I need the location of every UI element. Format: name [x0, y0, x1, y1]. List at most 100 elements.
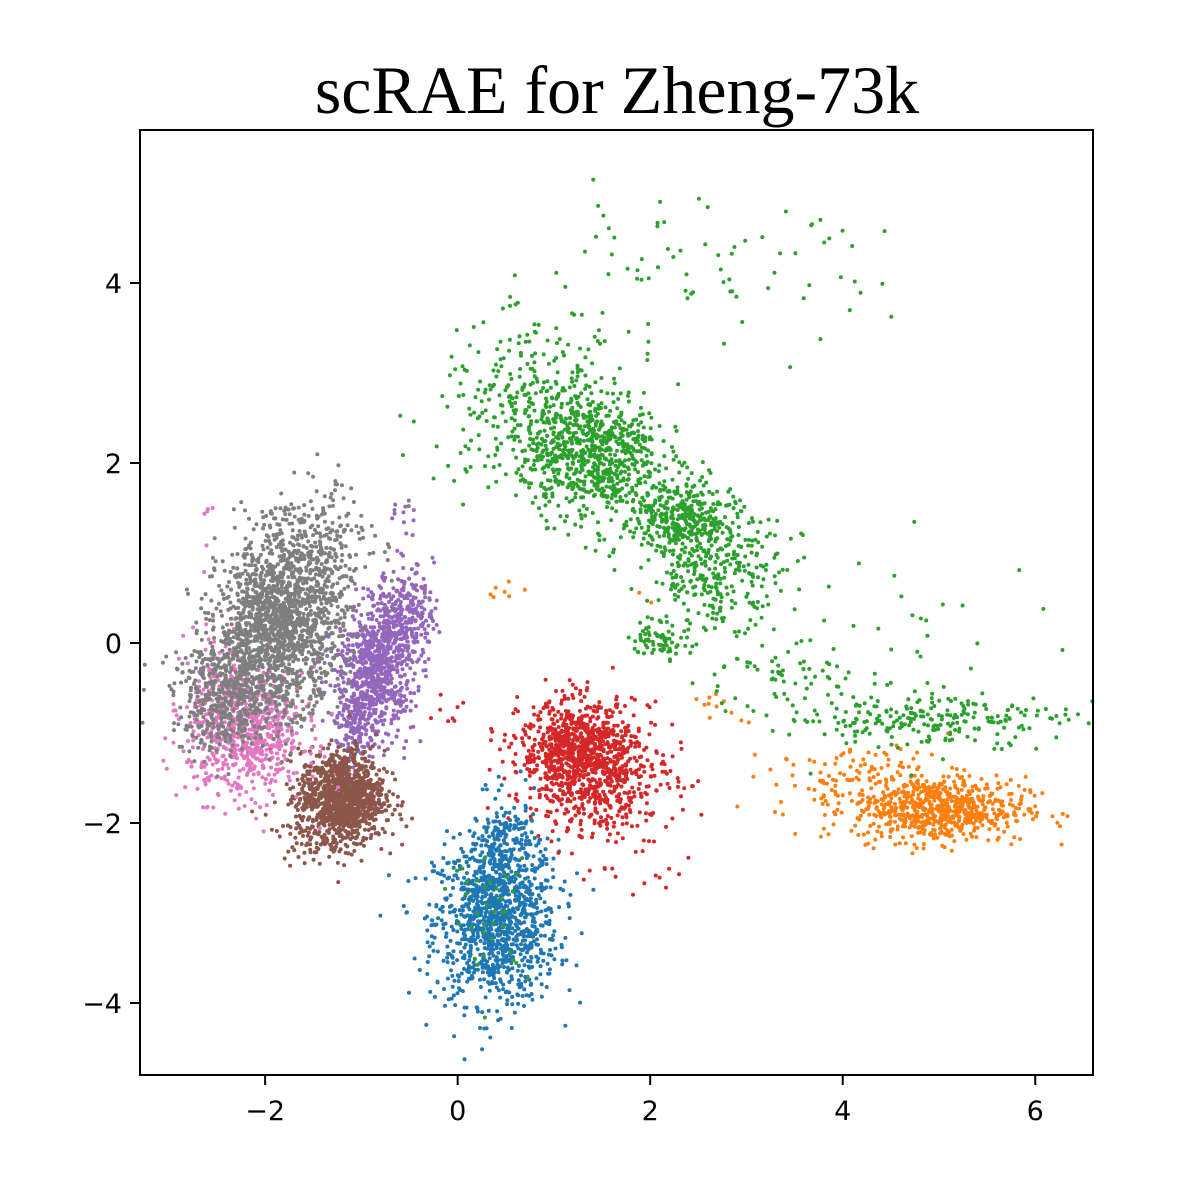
data-point [972, 828, 977, 833]
data-point [657, 534, 662, 539]
data-point [506, 862, 511, 867]
data-point [504, 989, 509, 994]
data-point [912, 519, 917, 524]
data-point [495, 814, 500, 819]
data-point [1035, 708, 1040, 713]
data-point [528, 795, 533, 800]
data-point [456, 921, 461, 926]
data-point [719, 701, 724, 706]
data-point [632, 530, 637, 535]
data-point [707, 529, 712, 534]
data-point [585, 397, 590, 402]
data-point [699, 532, 704, 537]
data-point [568, 483, 573, 488]
data-point [567, 916, 572, 921]
data-point [754, 565, 759, 570]
data-point [670, 477, 675, 482]
data-point [713, 584, 718, 589]
data-point [770, 676, 775, 681]
data-point [910, 613, 915, 618]
data-point [514, 906, 519, 910]
data-point [967, 774, 972, 778]
data-point [966, 802, 971, 807]
data-point [522, 955, 527, 960]
data-point [801, 296, 806, 301]
data-point [613, 472, 618, 477]
data-point [590, 445, 595, 450]
data-point [520, 464, 525, 469]
data-point [929, 717, 934, 722]
data-point [871, 775, 876, 780]
data-point [747, 571, 751, 575]
data-point [728, 289, 733, 294]
data-point [834, 727, 839, 732]
data-point [612, 381, 617, 386]
data-point [1066, 717, 1071, 722]
data-point [775, 518, 780, 523]
data-point [459, 926, 464, 931]
data-point [528, 466, 533, 471]
data-point [556, 471, 561, 476]
data-point [498, 843, 503, 848]
data-point [702, 588, 707, 593]
data-point [956, 819, 961, 823]
data-point [527, 735, 532, 740]
data-point [595, 483, 600, 488]
data-point [815, 712, 820, 717]
data-point [645, 598, 650, 603]
data-point [609, 252, 614, 257]
data-point [900, 808, 905, 813]
data-point [553, 946, 558, 951]
data-point [496, 878, 501, 882]
data-point [651, 483, 656, 488]
data-point [901, 835, 905, 840]
data-point [919, 739, 924, 744]
data-point [665, 247, 670, 251]
data-point [575, 871, 579, 876]
data-point [578, 688, 583, 693]
data-point [478, 1026, 482, 1030]
data-point [1031, 696, 1036, 701]
data-point [520, 881, 525, 886]
data-point [535, 937, 539, 942]
data-point [718, 605, 723, 610]
data-point [910, 851, 915, 856]
data-point [723, 544, 728, 548]
data-point [960, 603, 965, 608]
data-point [608, 452, 613, 457]
data-point [831, 647, 836, 651]
data-point [473, 395, 478, 400]
data-point [889, 314, 894, 319]
data-point [513, 411, 517, 416]
data-point [499, 783, 504, 788]
data-point [577, 508, 582, 513]
data-point [671, 457, 676, 462]
data-point [452, 873, 457, 878]
data-point [498, 921, 503, 926]
data-point [561, 420, 566, 424]
data-point [478, 859, 483, 864]
data-point [595, 419, 599, 424]
data-point [763, 568, 768, 572]
data-point [532, 322, 537, 327]
data-point [973, 702, 978, 707]
data-point [583, 249, 587, 254]
data-point [559, 401, 564, 406]
data-point [491, 368, 496, 373]
data-point [700, 460, 705, 465]
data-point [516, 926, 521, 931]
data-point [888, 680, 893, 685]
data-point [605, 432, 610, 437]
data-point [965, 712, 970, 717]
data-point [542, 933, 547, 938]
data-point [627, 490, 632, 495]
data-point [605, 500, 610, 505]
data-point [478, 952, 483, 957]
data-point [590, 511, 595, 515]
data-point [568, 892, 573, 897]
data-point [708, 537, 712, 542]
data-point [526, 391, 531, 396]
data-point [912, 842, 917, 847]
data-point [675, 517, 680, 522]
data-point [848, 764, 853, 769]
